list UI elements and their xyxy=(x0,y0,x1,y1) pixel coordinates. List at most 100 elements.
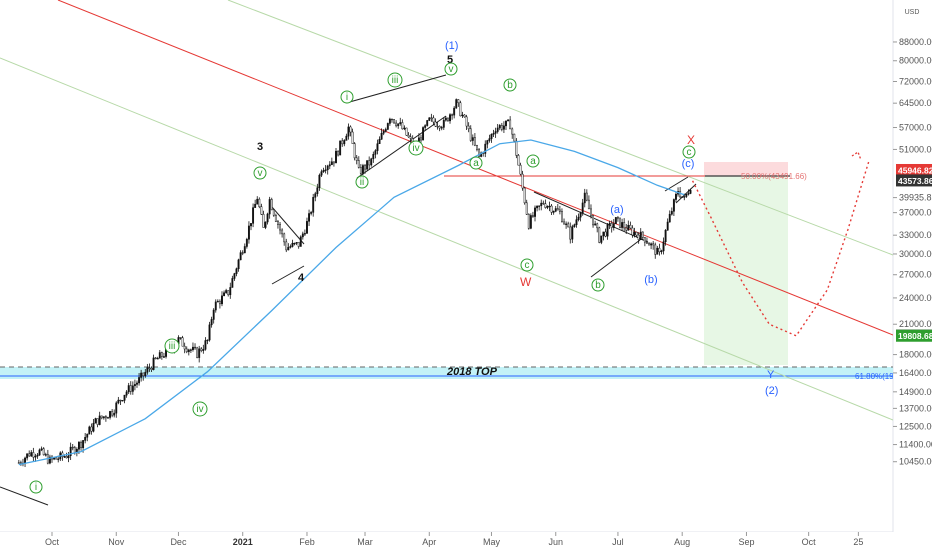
candle-body xyxy=(351,131,354,144)
candle-body xyxy=(326,165,329,171)
candle-body xyxy=(660,250,663,253)
candle-body xyxy=(374,150,377,155)
candle-body xyxy=(633,231,636,236)
candle-body xyxy=(241,252,244,254)
candle-body xyxy=(544,203,547,208)
candle-body xyxy=(113,412,116,416)
candle-body xyxy=(36,454,39,457)
time-tick-label: Jun xyxy=(548,537,563,547)
candle-body xyxy=(592,214,595,226)
candle-body xyxy=(608,223,611,226)
candle-body xyxy=(631,227,634,236)
candle-body xyxy=(386,123,389,130)
candle-body xyxy=(407,135,410,138)
projection-arrow xyxy=(851,151,862,161)
candle-body xyxy=(484,143,487,154)
time-tick-label: Aug xyxy=(674,537,690,547)
candle-body xyxy=(380,132,383,140)
candle-body xyxy=(596,223,599,229)
candle-body xyxy=(637,234,640,240)
candle-body xyxy=(221,295,223,305)
price-axis-ticks: 88000.00 80000.00 72000.00 64500.00 57000.00… xyxy=(893,37,932,467)
candle-body xyxy=(428,117,431,121)
candle-body xyxy=(210,319,213,326)
candle-body xyxy=(225,290,228,293)
wave-b-marker-2: b xyxy=(591,278,605,292)
price-badge-label: 19808.68 xyxy=(898,331,932,341)
candle-body xyxy=(604,231,607,237)
candle-body xyxy=(82,440,85,449)
candle-body xyxy=(32,452,35,458)
candle-body xyxy=(399,122,402,124)
candle-body xyxy=(432,117,435,123)
svg-text:b: b xyxy=(595,280,601,291)
candle-body xyxy=(63,456,66,458)
wave-pa-label: (a) xyxy=(610,204,623,216)
candle-body xyxy=(376,143,379,151)
candle-body xyxy=(643,237,646,243)
wave-4-label: 4 xyxy=(298,272,305,284)
candle-body xyxy=(324,169,327,171)
candle-body xyxy=(675,193,677,200)
svg-text:iii: iii xyxy=(392,75,399,86)
candle-body xyxy=(247,225,250,240)
svg-text:a: a xyxy=(473,158,479,169)
candle-body xyxy=(563,221,565,225)
price-tick-label: 51000.00 xyxy=(899,144,932,154)
candle-body xyxy=(258,198,261,207)
time-axis-ticks: Oct Nov Dec 2021 Feb Mar Apr May Jun Jul Aug Sep Oct… xyxy=(45,532,863,547)
candle-body xyxy=(196,347,199,358)
price-tick-label: 39935.85 xyxy=(899,193,932,203)
candle-body xyxy=(183,345,186,350)
svg-text:b: b xyxy=(507,80,513,91)
candle-body xyxy=(467,125,470,130)
candle-body xyxy=(453,107,456,116)
candle-body xyxy=(616,217,619,219)
candle-body xyxy=(239,252,242,261)
candle-body xyxy=(328,164,331,167)
take-profit-zone xyxy=(704,176,788,365)
candle-body xyxy=(565,223,568,225)
candle-body xyxy=(303,233,306,235)
candle-body xyxy=(162,356,165,358)
candle-body xyxy=(370,158,373,166)
candle-body xyxy=(279,224,281,231)
candle-body xyxy=(142,372,145,377)
wave-1-label: (1) xyxy=(445,40,458,52)
wave-iv-marker-1: iv xyxy=(192,401,208,417)
wave-i-marker: i xyxy=(29,480,43,494)
price-tick-label: 24000.00 xyxy=(899,293,932,303)
candle-body xyxy=(476,144,478,150)
candle-body xyxy=(148,367,151,369)
candle-body xyxy=(231,278,234,288)
price-tick-label: 11400.00 xyxy=(899,440,932,450)
candle-body xyxy=(117,399,120,404)
candle-body xyxy=(84,437,87,441)
candle-body xyxy=(202,349,205,351)
candle-body xyxy=(426,120,429,126)
candle-body xyxy=(129,385,132,392)
plot-area[interactable]: 2018 TOP 50.00%(43491.66) 61.80%(19009.1… xyxy=(0,0,914,506)
svg-text:c: c xyxy=(687,147,692,158)
candle-body xyxy=(662,241,665,252)
time-axis[interactable] xyxy=(0,532,893,550)
candle-body xyxy=(104,416,107,419)
price-tick-label: 10450.00 xyxy=(899,457,932,467)
candle-body xyxy=(55,457,58,460)
candle-body xyxy=(281,229,284,235)
candle-body xyxy=(658,247,661,253)
candle-body xyxy=(318,174,321,188)
candle-body xyxy=(577,216,580,220)
candle-body xyxy=(123,394,126,401)
price-axis[interactable] xyxy=(893,0,932,550)
wave-y-label: Y xyxy=(767,369,775,381)
candle-body xyxy=(250,223,252,227)
candle-body xyxy=(569,226,572,240)
candle-body xyxy=(449,114,451,122)
candle-body xyxy=(212,309,215,320)
candle-body xyxy=(606,224,609,237)
svg-text:ii: ii xyxy=(360,177,364,188)
candle-body xyxy=(561,211,563,223)
candle-body xyxy=(542,202,545,205)
